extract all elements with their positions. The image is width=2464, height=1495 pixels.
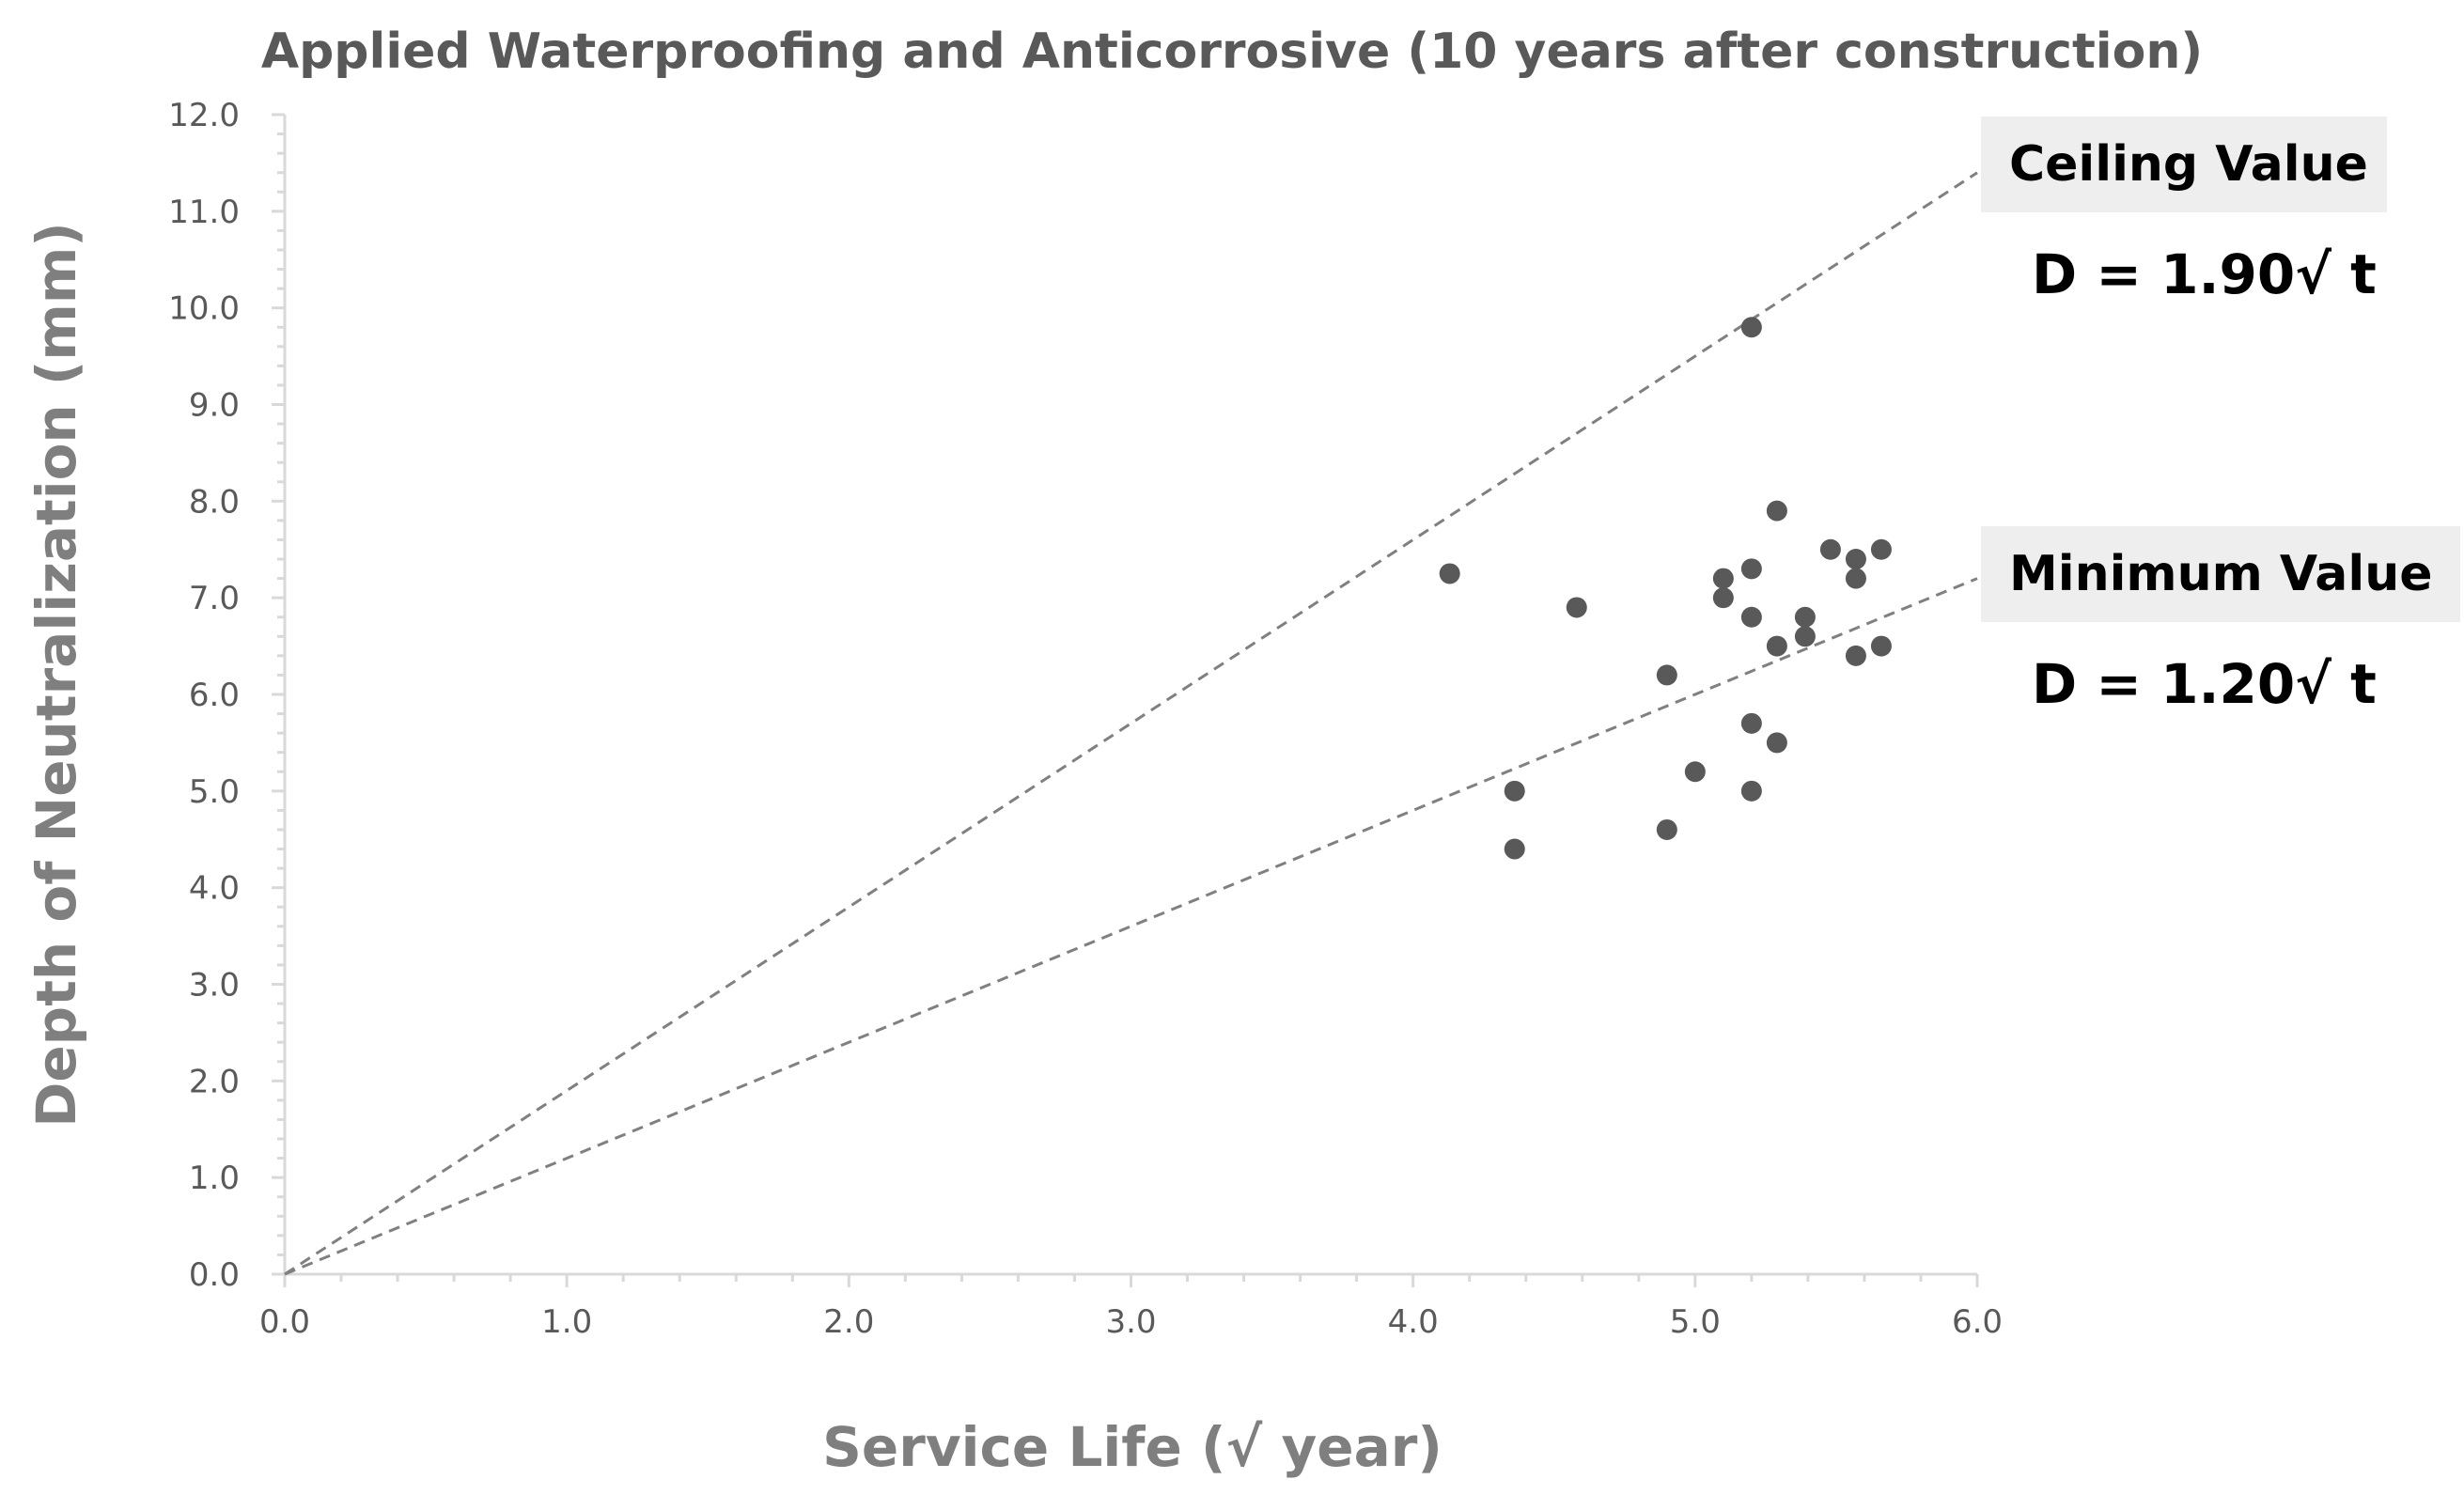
x-tick-label: 6.0: [1952, 1303, 2003, 1341]
data-point: [1870, 538, 1892, 560]
minimum-annotation: Minimum Value D = 1.20√ t: [1981, 526, 2460, 716]
data-point: [1845, 568, 1866, 589]
data-point: [1656, 664, 1677, 686]
minimum-label-box: [1981, 526, 2460, 622]
y-tick-label: 0.0: [189, 1256, 240, 1294]
minimum-value-line: [284, 577, 1978, 1276]
data-point: [1740, 317, 1762, 338]
y-tick-label: 5.0: [189, 773, 240, 811]
reference-lines: [284, 171, 1978, 1276]
data-point: [1766, 732, 1787, 754]
data-point: [1712, 587, 1734, 609]
y-tick-label: 2.0: [189, 1063, 240, 1100]
ceiling-label: Ceiling Value: [2009, 136, 2368, 193]
y-tick-label: 10.0: [168, 290, 240, 328]
data-point: [1766, 635, 1787, 657]
y-tick-label: 8.0: [189, 483, 240, 521]
y-tick-label: 7.0: [189, 580, 240, 617]
y-tick-label: 9.0: [189, 387, 240, 425]
data-point: [1819, 538, 1841, 560]
data-point: [1845, 645, 1866, 666]
x-axis: 0.0 1.0 2.0 3.0 4.0 5.0 6.0: [259, 1272, 2003, 1341]
ceiling-value-line: [284, 171, 1978, 1276]
ceiling-annotation: Ceiling Value D = 1.90√ t: [1981, 117, 2387, 306]
data-point: [1439, 563, 1460, 584]
ceiling-label-box: [1981, 117, 2387, 212]
scatter-points: [1439, 317, 1892, 860]
data-point: [1740, 780, 1762, 802]
ceiling-equation: D = 1.90√ t: [2032, 242, 2377, 306]
x-tick-label: 3.0: [1105, 1303, 1156, 1341]
data-point: [1656, 818, 1677, 840]
data-point: [1740, 712, 1762, 734]
data-point: [1766, 500, 1787, 522]
x-tick-label: 4.0: [1388, 1303, 1439, 1341]
x-tick-label: 5.0: [1670, 1303, 1721, 1341]
data-point: [1870, 635, 1892, 657]
y-tick-label: 6.0: [189, 677, 240, 714]
x-axis-title: Service Life (√ year): [822, 1415, 1443, 1479]
data-point: [1566, 597, 1587, 618]
y-tick-label: 4.0: [189, 870, 240, 908]
data-point: [1504, 838, 1525, 860]
data-point: [1712, 568, 1734, 589]
data-point: [1740, 606, 1762, 628]
y-axis: 0.0 1.0 2.0 3.0 4.0 5.0 6.0 7.0 8.0 9.0 10.0 11.0 12…: [168, 97, 287, 1294]
data-point: [1794, 606, 1816, 628]
chart-title: Applied Waterproofing and Anticorrosive …: [261, 23, 2203, 80]
minimum-equation: D = 1.20√ t: [2032, 652, 2377, 716]
data-point: [1845, 549, 1866, 570]
data-point: [1504, 780, 1525, 802]
data-point: [1740, 558, 1762, 580]
y-tick-label: 11.0: [168, 194, 240, 231]
y-tick-label: 3.0: [189, 967, 240, 1004]
minimum-label: Minimum Value: [2009, 546, 2433, 602]
x-tick-label: 2.0: [823, 1303, 874, 1341]
data-point: [1794, 626, 1816, 647]
y-tick-label: 12.0: [168, 97, 240, 134]
x-tick-label: 1.0: [541, 1303, 592, 1341]
x-tick-label: 0.0: [259, 1303, 310, 1341]
y-axis-title: Depth of Neutralization (mm): [24, 222, 88, 1128]
data-point: [1684, 761, 1706, 783]
y-tick-label: 1.0: [189, 1160, 240, 1197]
